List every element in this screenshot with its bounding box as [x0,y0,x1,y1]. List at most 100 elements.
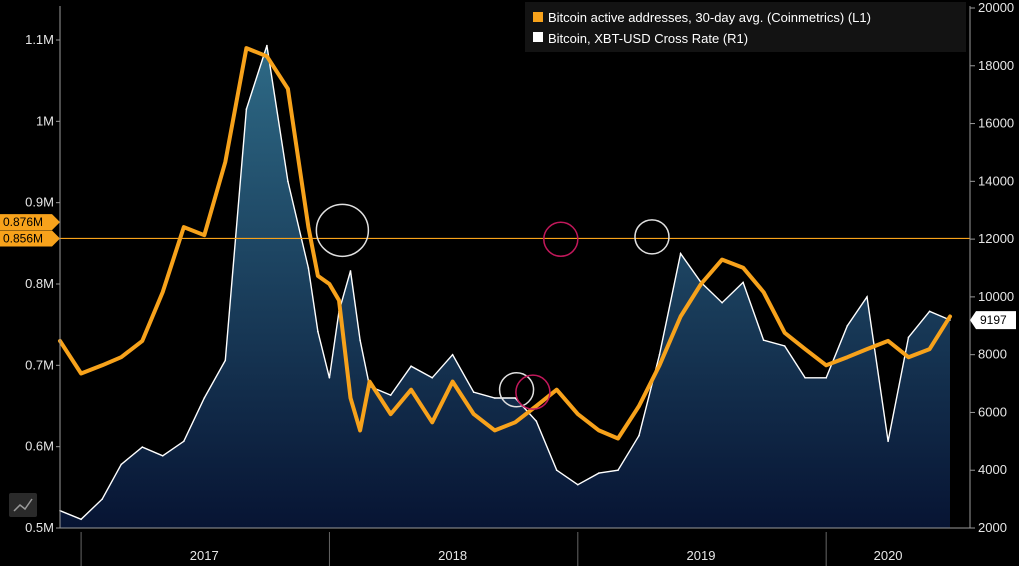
left-tick-label: 1M [36,113,54,128]
active-addresses-point-31 [637,404,641,408]
left-axis: 0.5M 0.6M 0.7M 0.8M 0.9M 1M 1.1M [25,6,61,535]
xbt-usd-point-14 [328,377,331,379]
active-addresses-point-5 [161,290,165,294]
active-addresses-point-4 [140,339,144,343]
legend-background [525,2,966,52]
active-addresses-point-35 [720,258,724,262]
right-tick-label: 14000 [978,173,1014,188]
xbt-usd-point-17 [359,339,361,342]
right-axis: 2000 4000 6000 8000 10000 12000 14000 16000 1800… [969,0,1014,535]
xbt-usd-point-1 [80,518,82,521]
xbt-usd-point-13 [317,330,319,333]
x-axis: 2017 2018 2019 2020 [60,527,970,566]
annotation-circle-5 [634,219,670,255]
price-area-fill [60,45,950,528]
legend-swatch-orange [533,12,543,22]
left-tick-label: 0.8M [25,276,54,291]
xbt-usd-point-24 [494,397,496,399]
right-tick-label: 4000 [978,462,1007,477]
active-addresses-point-34 [699,282,703,286]
right-tick-label: 12000 [978,231,1014,246]
right-tag-last: 9197 [970,311,1016,330]
active-addresses-point-28 [576,412,580,416]
right-tick-label: 2000 [978,520,1007,535]
active-addresses-point-24 [493,428,497,432]
active-addresses-point-16 [349,396,352,400]
chart-icon[interactable] [9,493,37,517]
active-addresses-point-46 [948,315,952,318]
xbt-usd-point-5 [161,455,164,457]
xbt-usd-point-6 [183,440,185,443]
active-addresses-point-2 [100,363,104,367]
left-tag-orange: 0.876M [0,214,60,231]
left-tick-label: 0.6M [25,439,54,454]
annotation-circle-4 [543,221,579,258]
active-addresses-point-36 [741,266,745,270]
active-addresses-point-39 [803,347,807,351]
active-addresses-point-40 [824,363,828,367]
active-addresses-point-15 [337,298,341,302]
active-addresses-point-42 [865,347,869,351]
xbt-usd-point-36 [742,281,744,284]
xbt-usd-point-45 [928,310,931,313]
active-addresses-point-38 [783,331,787,335]
right-tick-label: 10000 [978,289,1014,304]
active-addresses-point-12 [306,225,310,229]
xbt-usd-point-31 [638,434,640,437]
xbt-usd-point-41 [846,325,849,327]
right-tick-label: 16000 [978,116,1014,131]
left-tick-label: 0.5M [25,520,54,535]
active-addresses-point-44 [907,355,910,359]
xbt-usd-point-32 [658,353,661,356]
active-addresses-point-6 [182,225,186,229]
xbt-usd-point-38 [783,345,786,347]
active-addresses-point-18 [368,380,372,384]
active-addresses-point-13 [316,274,320,278]
xbt-usd-point-19 [389,394,392,396]
xbt-usd-point-8 [224,359,227,362]
xbt-usd-point-44 [907,336,910,339]
legend-label-xbt-usd: Bitcoin, XBT-USD Cross Rate (R1) [548,31,748,46]
active-addresses-point-21 [430,420,434,424]
right-tick-label: 8000 [978,347,1007,362]
left-tick-label: 1.1M [25,32,54,47]
xbt-usd-point-23 [472,391,475,394]
annotation-circle-3 [515,374,551,410]
active-addresses-point-26 [534,404,538,408]
active-addresses-point-8 [223,160,227,164]
active-addresses-point-10 [265,54,269,58]
legend: Bitcoin active addresses, 30-day avg. (C… [525,2,966,52]
legend-swatch-white [533,32,543,42]
xbt-usd-point-20 [410,365,412,368]
xbt-usd-point-30 [617,469,619,472]
active-addresses-point-1 [79,372,83,375]
xbt-usd-point-40 [825,377,827,379]
xbt-usd-point-16 [349,270,352,272]
xbt-usd-point-42 [866,296,868,298]
xbt-usd-point-37 [762,339,765,342]
xbt-usd-point-9 [245,108,248,110]
xbt-usd-point-26 [535,420,538,422]
left-tag-line-text: 0.856M [3,231,43,245]
xbt-usd-point-12 [307,267,310,269]
active-addresses-point-37 [762,290,766,294]
xbt-usd-point-3 [120,463,122,466]
left-tick-label: 0.7M [25,357,54,372]
left-tag-line: 0.856M [0,230,60,247]
xbt-usd-point-35 [721,301,723,304]
active-addresses-point-23 [472,412,476,416]
active-addresses-point-45 [928,347,932,351]
active-addresses-point-25 [513,420,517,424]
active-addresses-point-30 [616,437,620,440]
legend-label-active-addresses: Bitcoin active addresses, 30-day avg. (C… [548,10,871,25]
active-addresses-point-43 [886,339,890,343]
active-addresses-point-41 [845,355,849,359]
active-addresses-point-20 [409,388,413,392]
right-tick-label: 18000 [978,58,1014,73]
active-addresses-point-9 [244,46,248,50]
xbt-usd-point-43 [887,440,889,443]
xbt-usd-point-28 [577,483,579,486]
active-addresses-point-3 [119,355,123,359]
active-addresses-point-33 [679,315,683,318]
